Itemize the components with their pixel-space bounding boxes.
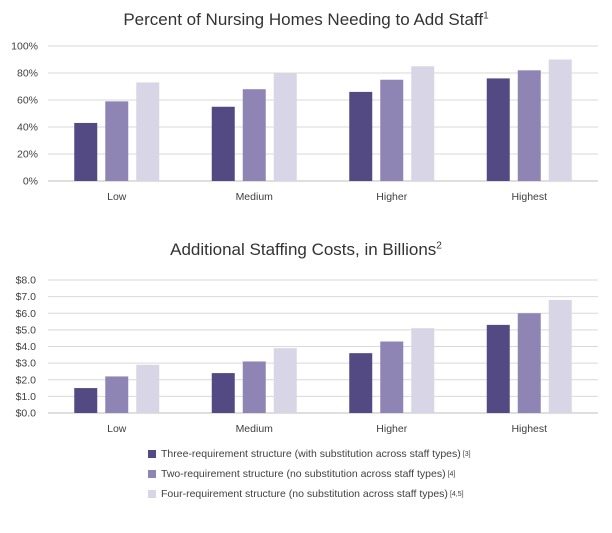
chart1-bar-two-highest <box>517 70 541 181</box>
chart2-bar-two-medium <box>242 361 266 413</box>
chart1-y-tick-label: 60% <box>17 95 38 107</box>
chart2-bar-four-medium <box>273 348 297 413</box>
chart1-title: Percent of Nursing Homes Needing to Add … <box>0 10 612 30</box>
chart2-category-label: Medium <box>236 423 274 435</box>
chart1-bar-four-higher <box>411 66 435 181</box>
chart2-title-text: Additional Staffing Costs, in Billions <box>170 240 437 259</box>
chart2-category-label: Low <box>107 423 127 435</box>
chart1-bar-three-medium <box>211 106 235 181</box>
legend-note-three: [3] <box>462 450 471 458</box>
chart2-bar-four-higher <box>411 328 435 413</box>
legend-note-two: [4] <box>447 470 456 478</box>
legend-label-three: Three-requirement structure (with substi… <box>161 448 461 460</box>
chart1-y-tick-label: 0% <box>23 176 38 188</box>
chart2-y-tick-label: $3.0 <box>16 358 37 370</box>
chart2-y-tick-label: $2.0 <box>16 374 37 386</box>
legend-item-four: Four-requirement structure (no substitut… <box>148 484 471 504</box>
chart2-y-tick-label: $1.0 <box>16 391 37 403</box>
chart2-bar-two-low <box>105 376 129 413</box>
chart2-y-tick-label: $6.0 <box>16 308 37 320</box>
chart1-category-label: Medium <box>236 191 274 203</box>
chart1-bar-three-low <box>74 122 98 181</box>
chart2-bar-two-higher <box>380 341 404 413</box>
chart1-title-note: 1 <box>483 10 489 22</box>
chart1-bar-three-highest <box>486 78 510 181</box>
legend-swatch-two <box>148 470 156 478</box>
chart1-bar-four-medium <box>273 73 297 181</box>
legend-swatch-three <box>148 450 156 458</box>
chart2-y-tick-label: $0.0 <box>16 408 37 420</box>
chart2-bar-three-medium <box>211 373 235 413</box>
chart2-y-tick-label: $5.0 <box>16 324 37 336</box>
chart1-y-tick-label: 100% <box>11 41 38 53</box>
legend: Three-requirement structure (with substi… <box>148 444 471 504</box>
chart2-y-tick-label: $4.0 <box>16 341 37 353</box>
chart1-y-tick-label: 40% <box>17 122 38 134</box>
chart2-bar-three-highest <box>486 324 510 413</box>
chart1-y-tick-label: 80% <box>17 68 38 80</box>
legend-note-four: [4,5] <box>449 490 464 498</box>
chart1-bar-three-higher <box>349 91 373 181</box>
chart1-bar-four-low <box>136 82 160 181</box>
chart1-bar-two-low <box>105 101 129 181</box>
legend-swatch-four <box>148 490 156 498</box>
chart1-bar-two-medium <box>242 89 266 181</box>
chart2-y-tick-label: $7.0 <box>16 291 37 303</box>
chart2-bar-four-highest <box>548 299 572 413</box>
legend-label-four: Four-requirement structure (no substitut… <box>161 488 448 500</box>
chart2-y-tick-label: $8.0 <box>16 275 37 287</box>
chart1-bar-four-highest <box>548 59 572 181</box>
legend-item-two: Two-requirement structure (no substituti… <box>148 464 471 484</box>
chart1-title-text: Percent of Nursing Homes Needing to Add … <box>123 10 484 29</box>
chart2-bar-four-low <box>136 364 160 413</box>
chart2-bar-three-higher <box>349 353 373 413</box>
legend-label-two: Two-requirement structure (no substituti… <box>161 468 446 480</box>
chart2-title-note: 2 <box>436 240 442 252</box>
chart1-category-label: Higher <box>376 191 407 203</box>
chart2-title: Additional Staffing Costs, in Billions2 <box>0 240 612 260</box>
chart1-bar-two-higher <box>380 79 404 181</box>
chart1-category-label: Highest <box>511 191 547 203</box>
legend-item-three: Three-requirement structure (with substi… <box>148 444 471 464</box>
chart2-bar-two-highest <box>517 313 541 413</box>
chart1-y-tick-label: 20% <box>17 149 38 161</box>
chart1-category-label: Low <box>107 191 127 203</box>
chart2-bar-three-low <box>74 388 98 413</box>
chart2-category-label: Highest <box>511 423 547 435</box>
chart2-category-label: Higher <box>376 423 407 435</box>
